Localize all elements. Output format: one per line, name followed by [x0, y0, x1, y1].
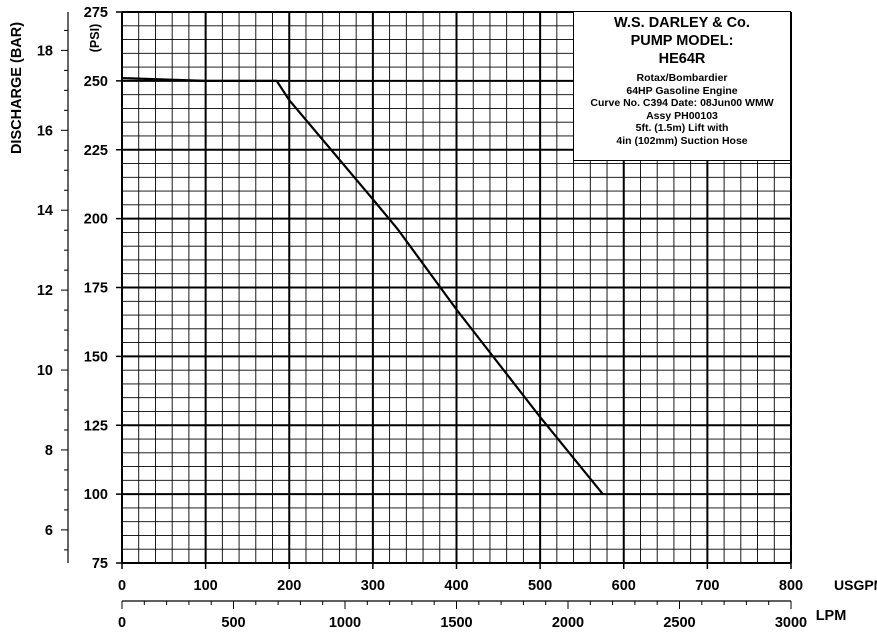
bar-tick-label: 16 — [37, 123, 53, 139]
lpm-tick-label: 1000 — [329, 615, 361, 631]
lift-condition: 5ft. (1.5m) Lift with — [635, 122, 729, 134]
bar-tick-label: 18 — [37, 43, 53, 59]
psi-axis-label: (PSI) — [88, 24, 102, 52]
usgpm-tick-label: 600 — [612, 578, 636, 594]
psi-tick-label: 275 — [84, 5, 108, 21]
usgpm-tick-label: 0 — [118, 578, 126, 594]
psi-tick-label: 150 — [84, 349, 108, 365]
bar-axis-label: DISCHARGE (BAR) — [9, 22, 25, 154]
assembly-number: Assy PH00103 — [646, 109, 718, 122]
bar-tick-label: 8 — [45, 443, 53, 459]
grid-lines — [121, 11, 792, 564]
psi-tick-label: 175 — [84, 281, 108, 297]
usgpm-tick-label: 200 — [277, 578, 301, 594]
psi-tick-label: 250 — [84, 74, 108, 90]
bar-tick-label: 6 — [45, 523, 53, 539]
axes — [61, 11, 792, 609]
psi-tick-label: 200 — [84, 212, 108, 228]
engine-description: 64HP Gasoline Engine — [626, 84, 738, 97]
pump-curve-series-0 — [121, 77, 604, 495]
psi-tick-label: 75 — [92, 556, 108, 572]
pump-info-box: W.S. DARLEY & Co. PUMP MODEL: HE64R Rota… — [573, 11, 791, 161]
usgpm-tick-label: 100 — [194, 578, 218, 594]
usgpm-axis-label: USGPM — [834, 577, 877, 593]
pump-curve — [121, 77, 604, 495]
usgpm-tick-label: 700 — [695, 578, 719, 594]
lpm-tick-label: 2000 — [552, 615, 584, 631]
bar-tick-label: 14 — [37, 203, 53, 219]
usgpm-tick-label: 300 — [361, 578, 385, 594]
psi-tick-label: 100 — [84, 487, 108, 503]
lpm-axis-label: LPM — [816, 608, 847, 624]
lpm-tick-label: 0 — [118, 615, 126, 631]
lpm-tick-label: 2500 — [663, 615, 695, 631]
psi-tick-label: 225 — [84, 143, 108, 159]
usgpm-tick-label: 800 — [779, 578, 803, 594]
lpm-tick-label: 3000 — [775, 615, 807, 631]
bar-tick-label: 12 — [37, 283, 53, 299]
usgpm-tick-label: 400 — [444, 578, 468, 594]
engine-make: Rotax/Bombardier — [636, 72, 728, 84]
usgpm-tick-label: 500 — [528, 578, 552, 594]
lpm-tick-label: 500 — [221, 615, 245, 631]
bar-tick-label: 10 — [37, 363, 53, 379]
pump-model-value: HE64R — [658, 51, 706, 67]
pump-model-label: PUMP MODEL: — [630, 33, 734, 49]
lpm-tick-label: 1500 — [440, 615, 472, 631]
tick-labels: 75 100 125 150 175 200 225 250 275 6 8 10 12 14 16 18 0 1… — [9, 5, 877, 631]
manufacturer-name: W.S. DARLEY & Co. — [614, 15, 750, 31]
suction-hose: 4in (102mm) Suction Hose — [616, 134, 748, 147]
psi-tick-label: 125 — [84, 418, 108, 434]
curve-number: Curve No. C394 Date: 08Jun00 WMW — [590, 97, 774, 109]
